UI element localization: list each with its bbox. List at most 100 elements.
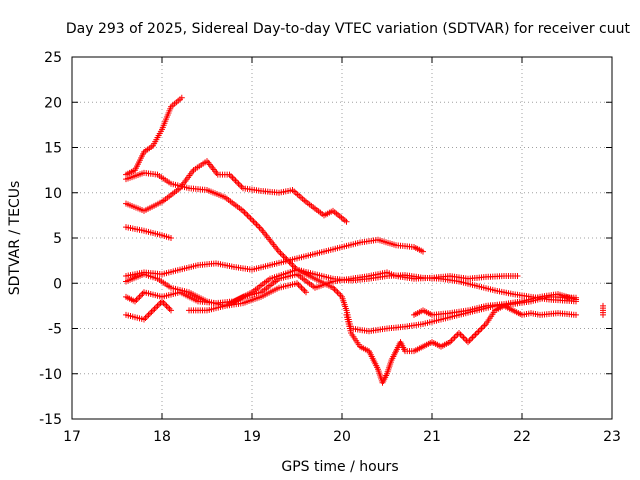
grid: [71, 56, 613, 420]
data-point: [277, 250, 284, 257]
series-trace-3: [123, 158, 350, 225]
data-point: [255, 222, 261, 229]
data-point: [178, 94, 185, 101]
data-point: [234, 179, 240, 186]
y-axis-label: SDTVAR / TECUs: [7, 181, 23, 296]
x-tick-label: 20: [333, 429, 351, 445]
data-point: [231, 176, 237, 183]
data-point: [244, 212, 251, 219]
x-tick-label: 22: [513, 429, 531, 445]
data-point: [252, 219, 258, 226]
data-point: [243, 210, 249, 217]
x-axis-label: GPS time / hours: [281, 459, 398, 475]
data-point: [237, 182, 243, 189]
data-point: [475, 328, 482, 335]
data-point: [232, 177, 239, 184]
data-point: [256, 224, 263, 231]
data-point: [462, 336, 468, 343]
series-trace-8: [123, 298, 174, 323]
data-point: [150, 307, 156, 314]
data-point: [142, 314, 149, 321]
data-point: [457, 331, 464, 338]
data-point: [469, 334, 476, 341]
data-point: [474, 330, 480, 337]
y-tick-label: 10: [44, 186, 62, 202]
data-point: [166, 305, 173, 312]
data-point: [253, 221, 260, 228]
x-tick-label: 19: [243, 429, 261, 445]
data-point: [228, 173, 234, 180]
x-tick-label: 23: [603, 429, 621, 445]
y-tick-label: 0: [53, 276, 62, 292]
data-point: [477, 327, 483, 334]
series-trace-10: [343, 302, 579, 386]
data-point: [460, 334, 467, 341]
series-trace-12: [600, 302, 606, 318]
data-point: [459, 333, 465, 340]
data-point: [478, 325, 485, 332]
data-point: [468, 336, 474, 343]
data-point: [147, 310, 153, 317]
data-point: [168, 307, 174, 314]
data-point: [451, 334, 458, 341]
y-tick-label: 20: [44, 95, 62, 111]
data-point: [573, 296, 579, 303]
data-point: [246, 213, 252, 220]
data-point: [303, 289, 309, 296]
data-point: [139, 290, 146, 297]
data-point: [145, 311, 152, 318]
data-point: [288, 260, 294, 267]
data-point: [165, 304, 171, 311]
data-point: [229, 174, 236, 181]
data-point: [279, 251, 285, 258]
data-point: [450, 336, 456, 343]
series-trace-5: [123, 236, 426, 280]
series-trace-7: [123, 266, 579, 307]
data-point: [333, 287, 339, 294]
data-point: [250, 218, 257, 225]
data-point: [297, 283, 303, 290]
data-point: [168, 235, 174, 241]
data-point: [156, 301, 162, 308]
data-point: [480, 323, 486, 330]
data-point: [336, 290, 342, 297]
data-point: [600, 311, 606, 318]
data-point: [291, 263, 297, 270]
data-point: [481, 322, 488, 329]
data-point: [154, 302, 161, 309]
data-point: [301, 287, 308, 294]
data-point: [133, 296, 140, 303]
data-point: [247, 215, 254, 222]
data-point: [235, 180, 242, 187]
y-tick-label: -15: [39, 412, 62, 428]
x-tick-label: 18: [153, 429, 171, 445]
data-point: [573, 311, 579, 318]
data-point: [136, 293, 143, 300]
data-point: [334, 289, 341, 296]
series-trace-1: [123, 94, 185, 178]
series-trace-4: [123, 224, 174, 241]
data-point: [514, 273, 521, 280]
series-trace-11: [411, 291, 579, 318]
data-point: [148, 308, 155, 315]
data-point: [298, 284, 305, 291]
data-point: [295, 281, 302, 288]
axes: 17 18 19 20 21 22 23 -15 -10 -5 0 5 10 15 20 25: [39, 50, 621, 445]
data-point: [249, 216, 255, 223]
data-point: [343, 218, 350, 225]
data-point: [300, 286, 306, 293]
plot-area: [123, 94, 606, 386]
data-point: [163, 302, 170, 309]
y-tick-label: -10: [39, 367, 62, 383]
data-point: [453, 333, 459, 340]
x-tick-label: 17: [63, 429, 81, 445]
data-point: [162, 301, 168, 308]
y-tick-label: -5: [48, 322, 62, 338]
data-point: [153, 304, 159, 311]
data-point: [465, 339, 471, 346]
x-tick-label: 21: [423, 429, 441, 445]
data-point: [241, 209, 248, 216]
data-point: [472, 331, 479, 338]
data-point: [138, 292, 144, 299]
